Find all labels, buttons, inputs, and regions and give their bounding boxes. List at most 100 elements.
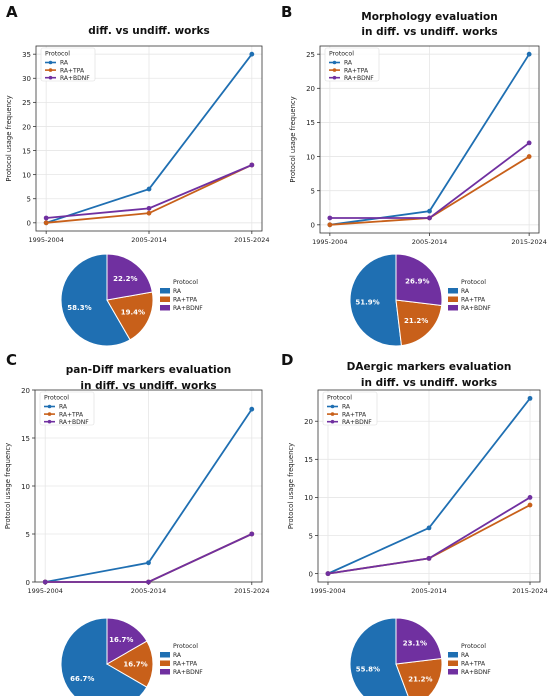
x-tick-label: 2015-2024 xyxy=(234,587,269,595)
plot-frame xyxy=(317,389,541,583)
chart-title: in diff. vs undiff. works xyxy=(361,26,497,38)
pie-slice-label: 19.4% xyxy=(121,309,145,317)
y-tick-label: 15 xyxy=(22,147,31,155)
y-tick-label: 25 xyxy=(306,51,315,59)
legend-marker xyxy=(332,68,337,72)
data-point xyxy=(249,531,255,537)
legend-entry: RA xyxy=(342,404,351,411)
legend-entry: RA+BDNF xyxy=(59,419,89,426)
pie-legend-entry: RA+BDNF xyxy=(461,305,491,312)
pie-legend-entry: RA xyxy=(461,652,470,659)
legend-title: Protocol xyxy=(45,51,70,58)
chart-title: Morphology evaluation xyxy=(361,11,497,23)
pie-legend-swatch xyxy=(448,305,458,311)
legend-title: Protocol xyxy=(327,395,352,402)
pie-slice-label: 16.7% xyxy=(109,636,133,644)
legend-entry: RA+BDNF xyxy=(344,75,374,82)
chart-title: diff. vs undiff. works xyxy=(88,25,210,37)
legend-marker xyxy=(48,60,53,65)
pie-legend-title: Protocol xyxy=(461,643,486,650)
pie-slice-label: 23.1% xyxy=(403,639,427,647)
pie-slice-ra-tpa xyxy=(106,640,154,688)
panel-label: D xyxy=(281,351,293,369)
pie-legend-swatch xyxy=(160,660,170,666)
legend-entry: RA+TPA xyxy=(60,67,85,74)
pie-slice-label: 58.3% xyxy=(67,304,91,312)
x-tick-label: 2005-2014 xyxy=(412,238,447,246)
pie-slice-label: 55.8% xyxy=(356,666,380,674)
legend-marker xyxy=(48,75,53,80)
x-tick-label: 2015-2024 xyxy=(512,587,547,595)
chart-title: in diff. vs undiff. works xyxy=(80,380,216,392)
pie-slice-label: 22.2% xyxy=(113,275,137,283)
pie-slice-ra-bdnf xyxy=(106,617,148,665)
pie-slice-ra xyxy=(349,617,409,696)
pie-slice-label: 66.7% xyxy=(70,675,94,683)
data-point xyxy=(146,205,152,211)
data-point xyxy=(426,555,432,561)
data-point xyxy=(249,406,255,412)
y-axis-label: Protocol usage frequency xyxy=(5,95,13,181)
data-point xyxy=(146,186,152,192)
legend-entry: RA+BDNF xyxy=(60,75,90,82)
pie-slice-ra-bdnf xyxy=(395,617,443,665)
data-point xyxy=(427,215,432,221)
y-tick-label: 10 xyxy=(21,483,30,491)
legend-marker xyxy=(47,412,52,416)
pie-slice-ra-tpa xyxy=(395,657,443,696)
x-tick-label: 1995-2004 xyxy=(310,587,345,595)
x-tick-label: 2005-2014 xyxy=(411,587,446,595)
y-tick-label: 5 xyxy=(26,531,30,539)
legend-marker xyxy=(332,60,337,65)
pie-legend-swatch xyxy=(160,669,170,675)
chart-title: DAergic markers evaluation xyxy=(347,361,512,373)
data-point xyxy=(526,51,532,57)
panel-b: B Morphology evaluation in diff. vs undiff… xyxy=(281,3,547,347)
legend-marker xyxy=(47,404,52,409)
y-tick-label: 30 xyxy=(22,75,31,83)
plot-frame xyxy=(35,45,263,232)
panel-label: B xyxy=(281,3,292,21)
legend-box xyxy=(39,391,95,426)
y-tick-label: 10 xyxy=(306,153,315,161)
pie-legend-swatch xyxy=(160,652,170,658)
panel-label: C xyxy=(6,351,17,369)
legend-entry: RA+TPA xyxy=(344,67,369,74)
y-axis-label: Protocol usage frequency xyxy=(289,96,297,182)
y-tick-label: 5 xyxy=(27,196,31,204)
legend-marker xyxy=(47,419,52,424)
pie-legend-swatch xyxy=(448,669,458,675)
data-point xyxy=(146,210,152,216)
y-tick-label: 35 xyxy=(22,51,31,59)
pie-slice-label: 21.2% xyxy=(408,675,432,683)
data-point xyxy=(146,560,151,566)
data-point xyxy=(327,215,333,221)
panel-label: A xyxy=(6,3,18,21)
y-tick-label: 0 xyxy=(27,220,31,228)
pie-legend-entry: RA+BDNF xyxy=(173,305,203,312)
pie-legend-entry: RA xyxy=(461,288,470,295)
legend-title: Protocol xyxy=(329,51,354,58)
legend-box xyxy=(322,391,378,426)
x-tick-label: 1995-2004 xyxy=(27,587,62,595)
x-tick-label: 1995-2004 xyxy=(312,238,347,246)
legend-marker xyxy=(332,75,337,80)
pie-legend-entry: RA+TPA xyxy=(173,661,198,668)
pie-legend-swatch xyxy=(160,288,170,294)
pie-legend-entry: RA+TPA xyxy=(461,297,486,304)
plot-frame xyxy=(319,45,540,234)
legend-marker xyxy=(48,68,53,72)
x-tick-label: 2005-2014 xyxy=(131,587,166,595)
legend-entry: RA xyxy=(344,60,353,67)
data-point xyxy=(526,140,532,146)
pie-legend-title: Protocol xyxy=(173,643,198,650)
pie-legend-entry: RA+TPA xyxy=(173,297,198,304)
data-point xyxy=(249,51,255,57)
y-tick-label: 15 xyxy=(306,119,315,127)
pie-slice-ra-bdnf xyxy=(395,253,443,307)
y-tick-label: 5 xyxy=(311,187,315,195)
data-point xyxy=(43,215,49,221)
pie-legend-entry: RA+TPA xyxy=(461,661,486,668)
pie-legend-swatch xyxy=(448,652,458,658)
